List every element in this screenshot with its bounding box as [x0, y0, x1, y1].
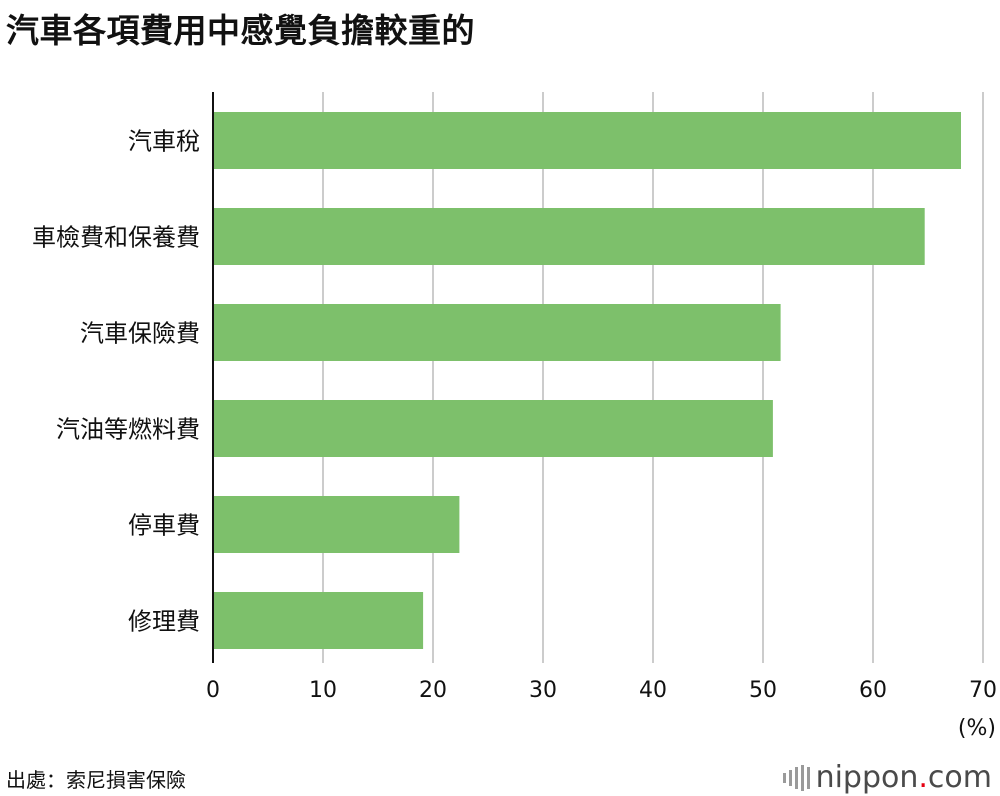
tick-label-60: 60: [859, 678, 887, 703]
bar-5: [213, 592, 424, 649]
bar-4: [213, 496, 460, 553]
category-label-1: 車檢費和保養費: [32, 224, 200, 252]
category-label-0: 汽車稅: [128, 128, 200, 156]
brand-mark-icon: [782, 764, 810, 791]
bar-2: [213, 304, 781, 361]
bars: [213, 112, 961, 649]
source-note: 出處：索尼損害保險: [6, 768, 186, 792]
bar-0: [213, 112, 961, 169]
tick-label-70: 70: [969, 678, 997, 703]
category-label-2: 汽車保險費: [80, 320, 200, 348]
bar-3: [213, 400, 773, 457]
tick-labels: 0 10 20 30 40 50 60 70: [206, 678, 997, 703]
category-label-4: 停車費: [128, 512, 200, 540]
tick-label-0: 0: [206, 678, 220, 703]
category-label-5: 修理費: [128, 608, 200, 636]
bar-1: [213, 208, 925, 265]
tick-label-30: 30: [529, 678, 557, 703]
tick-label-10: 10: [309, 678, 337, 703]
unit-label: (%): [958, 716, 996, 741]
tick-label-20: 20: [419, 678, 447, 703]
chart-title: 汽車各項費用中感覺負擔較重的: [6, 11, 475, 50]
nippon-logo: nippon.com: [782, 760, 992, 795]
gridlines: [322, 92, 984, 663]
category-label-3: 汽油等燃料費: [56, 416, 200, 444]
tick-label-40: 40: [639, 678, 667, 703]
tick-label-50: 50: [749, 678, 777, 703]
